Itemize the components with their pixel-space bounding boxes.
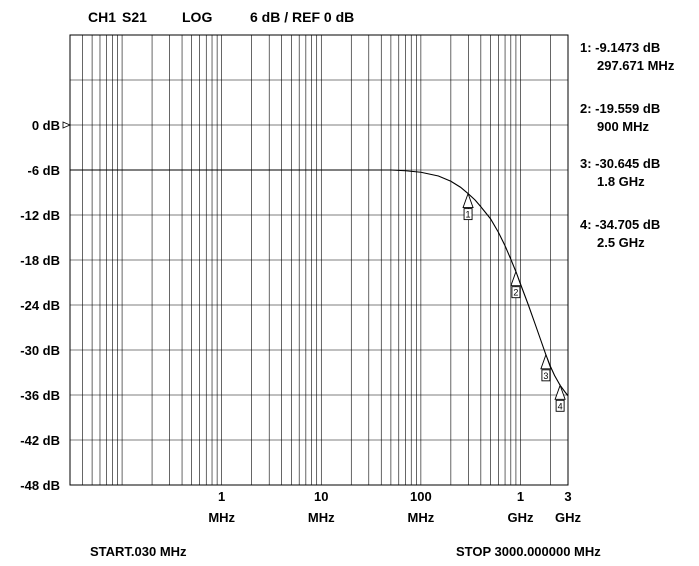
y-tick-label: -18 dB [20,253,60,268]
x-tick-value: 100 [410,489,432,504]
x-tick-unit: MHz [208,510,235,525]
marker-id: 1 [466,210,471,220]
channel-label: CH1 [88,9,116,25]
marker-readout-4: 4: -34.705 dB 2.5 GHz [580,217,660,250]
x-tick-unit: MHz [408,510,435,525]
marker-4-freq: 2.5 GHz [597,235,645,250]
marker-readout-2: 2: -19.559 dB 900 MHz [580,101,660,134]
marker-box [555,399,565,412]
y-tick-label: -36 dB [20,388,60,403]
y-tick-label: -6 dB [28,163,61,178]
marker-triangle [540,353,552,370]
marker-box [511,286,521,299]
marker-readout-1: 1: -9.1473 dB 297.671 MHz [580,40,675,73]
marker-point-2: 2 [510,270,522,299]
y-tick-label: 0 dB [32,118,60,133]
marker-triangle [510,270,522,287]
marker-point-3: 3 [540,353,552,382]
grid [69,34,569,486]
start-frequency-label: START.030 MHz [90,544,187,559]
x-tick-value: 3 [564,489,571,504]
reference-level-arrow [62,121,72,129]
marker-3-freq: 1.8 GHz [597,174,645,189]
y-tick-label: -24 dB [20,298,60,313]
x-tick-value: 1 [517,489,524,504]
scale-label: 6 dB / REF 0 dB [250,9,354,25]
y-axis-ticks: 0 dB -6 dB -12 dB -18 dB -24 dB -30 dB -36 dB -… [20,118,60,493]
marker-id: 2 [513,288,518,298]
marker-box [463,208,473,221]
trace-line [70,169,569,397]
trace [70,169,569,397]
y-tick-label: -48 dB [20,478,60,493]
y-tick-label: -12 dB [20,208,60,223]
marker-id: 4 [558,401,563,411]
marker-1-freq: 297.671 MHz [597,58,675,73]
marker-points: 1 2 3 4 [462,192,566,412]
marker-3-value: 3: -30.645 dB [580,156,660,171]
marker-2-value: 2: -19.559 dB [580,101,660,116]
stop-frequency-label: STOP 3000.000000 MHz [456,544,601,559]
reference-marker [62,121,72,129]
x-tick-unit: GHz [507,510,534,525]
marker-2-freq: 900 MHz [597,119,650,134]
y-tick-label: -42 dB [20,433,60,448]
marker-triangle [554,383,566,400]
marker-4-value: 4: -34.705 dB [580,217,660,232]
x-tick-unit: MHz [308,510,335,525]
marker-point-4: 4 [554,383,566,412]
y-tick-label: -30 dB [20,343,60,358]
marker-triangle [462,192,474,209]
x-tick-value: 1 [218,489,225,504]
marker-id: 3 [543,371,548,381]
x-tick-value: 10 [314,489,328,504]
x-axis-ticks: 1 MHz 10 MHz 100 MHz 1 GHz 3 GHz [208,489,581,525]
x-tick-unit: GHz [555,510,582,525]
format-label: LOG [182,9,212,25]
marker-1-value: 1: -9.1473 dB [580,40,660,55]
marker-point-1: 1 [462,192,474,221]
marker-readout-3: 3: -30.645 dB 1.8 GHz [580,156,660,189]
marker-box [541,369,551,382]
param-label: S21 [122,9,147,25]
